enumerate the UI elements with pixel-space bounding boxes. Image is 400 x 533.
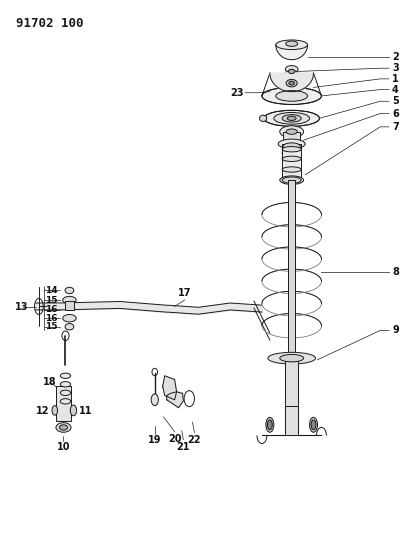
Text: 4: 4 [392, 85, 399, 94]
Bar [285, 361, 298, 406]
Text: 13: 13 [15, 302, 28, 312]
Ellipse shape [260, 115, 267, 122]
Ellipse shape [262, 87, 322, 104]
Ellipse shape [63, 296, 76, 304]
Ellipse shape [310, 417, 318, 432]
Ellipse shape [287, 116, 296, 120]
Ellipse shape [151, 394, 158, 406]
Ellipse shape [65, 324, 74, 330]
Ellipse shape [266, 417, 274, 432]
Text: 17: 17 [178, 288, 191, 298]
Ellipse shape [60, 382, 71, 387]
Text: 3: 3 [392, 63, 399, 73]
Polygon shape [276, 45, 308, 60]
Ellipse shape [60, 425, 68, 430]
Ellipse shape [70, 405, 76, 416]
Ellipse shape [278, 139, 305, 149]
Ellipse shape [284, 154, 299, 161]
Ellipse shape [282, 147, 301, 152]
Text: 9: 9 [392, 326, 399, 335]
Bar [283, 132, 300, 147]
Ellipse shape [63, 314, 76, 322]
Ellipse shape [56, 423, 71, 432]
Ellipse shape [52, 406, 58, 415]
Text: 21: 21 [176, 442, 190, 453]
Ellipse shape [274, 112, 310, 124]
Text: 19: 19 [148, 435, 162, 446]
Text: 12: 12 [36, 407, 50, 416]
Text: 10: 10 [57, 442, 70, 453]
Ellipse shape [286, 41, 298, 46]
Ellipse shape [280, 126, 304, 138]
Text: 18: 18 [43, 377, 56, 387]
Text: 15: 15 [45, 296, 58, 304]
Polygon shape [163, 376, 176, 400]
Bar [282, 144, 301, 180]
Text: 6: 6 [392, 109, 399, 118]
Ellipse shape [282, 148, 301, 158]
Text: 7: 7 [392, 122, 399, 132]
Ellipse shape [311, 420, 316, 430]
Ellipse shape [282, 115, 301, 122]
Ellipse shape [282, 167, 301, 172]
Bar [65, 301, 74, 310]
Ellipse shape [60, 373, 71, 378]
Text: 23: 23 [230, 88, 244, 98]
Text: 91702 100: 91702 100 [16, 17, 83, 30]
Text: 14: 14 [45, 286, 58, 295]
Ellipse shape [285, 66, 298, 73]
Ellipse shape [283, 143, 300, 150]
Ellipse shape [288, 69, 295, 74]
Ellipse shape [286, 129, 297, 134]
Ellipse shape [289, 82, 294, 85]
Text: 11: 11 [79, 407, 93, 416]
Ellipse shape [280, 176, 304, 184]
Text: 1: 1 [392, 74, 399, 84]
Bar [56, 386, 71, 421]
Ellipse shape [60, 390, 71, 395]
Ellipse shape [282, 177, 301, 183]
Text: 2: 2 [392, 52, 399, 62]
Text: 20: 20 [168, 434, 181, 444]
Text: 16: 16 [45, 305, 58, 314]
Text: 8: 8 [392, 267, 399, 277]
Ellipse shape [276, 40, 308, 50]
Ellipse shape [285, 70, 298, 77]
Text: 15: 15 [45, 322, 58, 331]
Ellipse shape [268, 420, 272, 430]
Text: 16: 16 [45, 314, 58, 322]
Ellipse shape [264, 110, 320, 126]
Text: 5: 5 [392, 96, 399, 106]
Polygon shape [167, 392, 183, 408]
Ellipse shape [280, 354, 304, 362]
Ellipse shape [60, 399, 71, 404]
Bar [288, 180, 295, 364]
Ellipse shape [276, 91, 308, 101]
Ellipse shape [286, 79, 297, 87]
Ellipse shape [65, 287, 74, 294]
Ellipse shape [282, 156, 301, 161]
Polygon shape [262, 406, 322, 435]
Text: 22: 22 [188, 435, 201, 446]
Polygon shape [270, 73, 314, 92]
Ellipse shape [268, 352, 316, 364]
